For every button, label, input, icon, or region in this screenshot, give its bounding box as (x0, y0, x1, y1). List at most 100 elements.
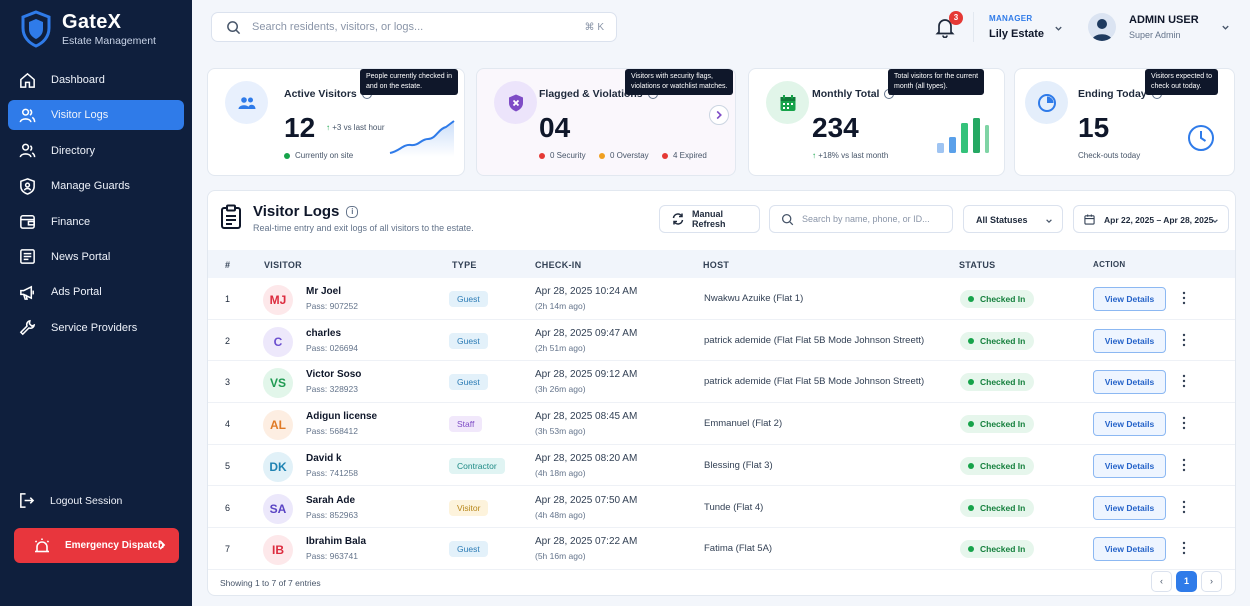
wallet-icon (20, 215, 35, 229)
stat-sub: Check-outs today (1078, 151, 1141, 160)
manual-refresh-button[interactable]: Manual Refresh (659, 205, 760, 233)
sidebar-item-ads-portal[interactable]: Ads Portal (8, 277, 184, 307)
visitor-name[interactable]: David k (306, 452, 342, 464)
visitor-name[interactable]: Sarah Ade (306, 494, 356, 506)
trend-up-icon: ↑ (812, 151, 816, 160)
stat-trend: ↑ +3 vs last hour (326, 123, 385, 132)
logout-icon (20, 493, 35, 508)
table-row[interactable]: 4 AL Adigun license Pass: 568412 Staff Apr 28… (208, 403, 1235, 445)
type-badge: Visitor (449, 499, 489, 516)
type-badge: Guest (449, 374, 488, 391)
visitor-name[interactable]: charles (306, 327, 342, 339)
view-details-button[interactable]: View Details (1093, 328, 1166, 353)
chevron-down-icon (1212, 219, 1218, 224)
sidebar-item-label: Dashboard (51, 74, 105, 86)
visitor-name[interactable]: Mr Joel (306, 286, 342, 297)
type-badge: Guest (449, 332, 488, 349)
sidebar-item-service-providers[interactable]: Service Providers (8, 313, 184, 343)
date-range-picker[interactable]: Apr 22, 2025 – Apr 28, 2025 (1073, 205, 1229, 233)
global-search[interactable]: ⌘ K (211, 12, 617, 42)
next-page-button[interactable]: › (1201, 571, 1222, 592)
view-details-button[interactable]: View Details (1093, 453, 1166, 478)
checkin-ago: (4h 18m ago) (535, 467, 586, 478)
log-search[interactable] (769, 205, 953, 233)
col-visitor[interactable]: VISITOR (264, 260, 302, 270)
view-details-button[interactable]: View Details (1093, 537, 1166, 562)
sidebar-item-manage-guards[interactable]: Manage Guards (8, 171, 184, 201)
more-options-icon[interactable] (1181, 458, 1187, 472)
sidebar-item-news-portal[interactable]: News Portal (8, 242, 184, 272)
bar-sparkline (937, 118, 989, 153)
shield-logo-icon (21, 10, 51, 48)
row-number: 7 (225, 544, 231, 555)
sidebar-nav: Dashboard Visitor Logs Directory Manage … (8, 65, 184, 348)
more-options-icon[interactable] (1181, 541, 1187, 555)
table-row[interactable]: 5 DK David k Pass: 741258 Contractor Apr 28, … (208, 445, 1235, 487)
chevron-down-icon[interactable] (1054, 24, 1063, 33)
col-checkin[interactable]: CHECK-IN (535, 260, 582, 270)
brand[interactable]: GateX Estate Management (20, 10, 156, 48)
tooltip: Visitors with security flags, violations … (625, 69, 734, 95)
more-options-icon[interactable] (1181, 416, 1187, 430)
col-status[interactable]: STATUS (959, 260, 996, 270)
col-type[interactable]: TYPE (452, 260, 477, 270)
table-row[interactable]: 6 SA Sarah Ade Pass: 852963 Visitor Apr 28, 2… (208, 487, 1235, 529)
more-options-icon[interactable] (1181, 291, 1187, 305)
visitor-name[interactable]: Victor Soso (306, 369, 362, 381)
status-filter-select[interactable]: All Statuses (963, 205, 1063, 233)
checkin-ago: (5h 16m ago) (535, 551, 586, 562)
flagged-icon-wrap (494, 81, 537, 124)
view-details-button[interactable]: View Details (1093, 412, 1166, 437)
visitor-name[interactable]: Adigun license (306, 411, 378, 423)
sidebar-item-visitor-logs[interactable]: Visitor Logs (8, 100, 184, 131)
row-number: 2 (225, 335, 231, 346)
checkin-ago: (4h 48m ago) (535, 509, 586, 520)
estate-selector[interactable]: MANAGER Lily Estate (989, 14, 1044, 40)
prev-page-button[interactable]: ‹ (1151, 571, 1172, 592)
more-options-icon[interactable] (1181, 374, 1187, 388)
col-host[interactable]: HOST (703, 260, 730, 270)
more-options-icon[interactable] (1181, 500, 1187, 514)
stat-card-flagged[interactable]: Flagged & Violationsi Visitors with secu… (476, 68, 736, 176)
chevron-down-icon[interactable] (1221, 23, 1230, 32)
logout-button[interactable]: Logout Session (18, 492, 122, 509)
stat-card-monthly-total[interactable]: Monthly Totali Total visitors for the cu… (748, 68, 1005, 176)
search-input[interactable] (252, 21, 572, 33)
host-name: Fatima (Flat 5A) (704, 543, 773, 555)
info-icon[interactable]: i (346, 206, 359, 219)
sidebar-item-dashboard[interactable]: Dashboard (8, 65, 184, 95)
bell-icon[interactable] (934, 16, 956, 38)
checkin-time: Apr 28, 2025 08:20 AM (535, 452, 638, 464)
visitor-avatar: SA (263, 493, 293, 524)
user-name: ADMIN USER (1129, 14, 1199, 26)
more-options-icon[interactable] (1181, 333, 1187, 347)
stat-legend: Currently on site (284, 151, 353, 160)
date-range-value: Apr 22, 2025 – Apr 28, 2025 (1104, 215, 1214, 225)
table-row[interactable]: 3 VS Victor Soso Pass: 328923 Guest Apr 28, 2… (208, 361, 1235, 404)
table-row[interactable]: 1 MJ Mr Joel Pass: 907252 Guest Apr 28, 2025 … (208, 278, 1235, 320)
flagged-next-button[interactable] (709, 105, 729, 125)
visitor-pass: Pass: 741258 (306, 467, 358, 478)
visitor-pass: Pass: 852963 (306, 509, 358, 520)
page-title: Visitor Logs i (253, 203, 359, 220)
view-details-button[interactable]: View Details (1093, 287, 1166, 311)
search-icon (227, 20, 241, 34)
stat-card-ending-today[interactable]: Ending Todayi Visitors expected tocheck … (1014, 68, 1235, 176)
avatar[interactable] (1088, 13, 1116, 41)
user-menu[interactable]: ADMIN USER Super Admin (1129, 14, 1199, 40)
notification-badge: 3 (949, 11, 963, 25)
page-button-1[interactable]: 1 (1176, 571, 1197, 592)
table-row[interactable]: 7 IB Ibrahim Bala Pass: 963741 Guest Apr 28, … (208, 528, 1235, 570)
stat-card-active-visitors[interactable]: Active Visitorsi People currently checke… (207, 68, 465, 176)
card-title: Active Visitorsi (284, 88, 372, 100)
view-details-button[interactable]: View Details (1093, 370, 1166, 395)
emergency-dispatch-button[interactable]: Emergency Dispatch (14, 528, 179, 563)
log-search-input[interactable] (802, 214, 942, 224)
host-name: patrick ademide (Flat Flat 5B Mode Johns… (704, 376, 925, 388)
refresh-label: Manual Refresh (692, 209, 726, 229)
visitor-name[interactable]: Ibrahim Bala (306, 536, 367, 548)
sidebar-item-finance[interactable]: Finance (8, 207, 184, 237)
sidebar-item-directory[interactable]: Directory (8, 136, 184, 166)
view-details-button[interactable]: View Details (1093, 495, 1166, 520)
